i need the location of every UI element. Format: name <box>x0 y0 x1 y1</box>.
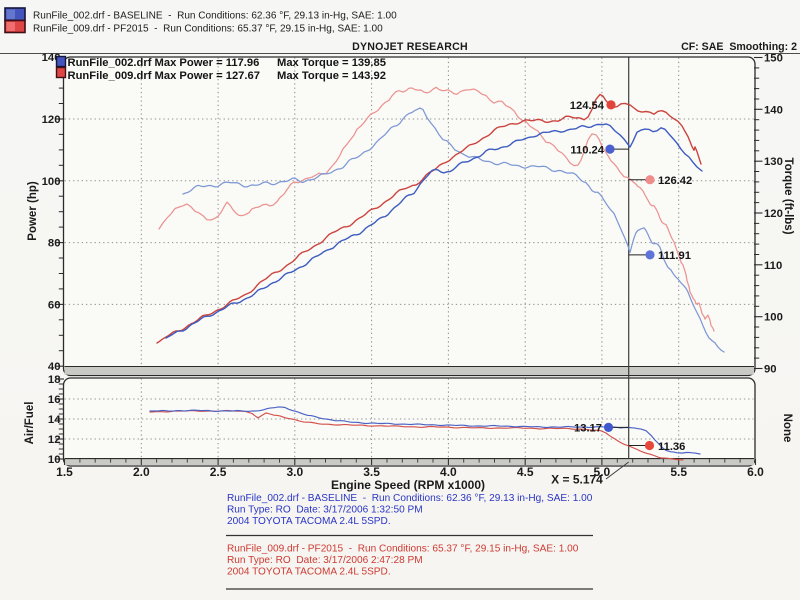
svg-text:18: 18 <box>48 374 61 386</box>
svg-text:5.0: 5.0 <box>594 465 611 479</box>
svg-text:140: 140 <box>764 104 783 116</box>
svg-text:14: 14 <box>48 414 61 426</box>
svg-text:Power (hp): Power (hp) <box>27 181 39 241</box>
svg-text:4.0: 4.0 <box>440 465 457 479</box>
svg-text:DYNOJET RESEARCH: DYNOJET RESEARCH <box>352 41 468 53</box>
svg-text:Max Torque = 143.92: Max Torque = 143.92 <box>277 70 386 82</box>
svg-text:111.91: 111.91 <box>658 250 691 262</box>
svg-text:Engine Speed (RPM x1000): Engine Speed (RPM x1000) <box>331 478 485 492</box>
svg-text:2004 TOYOTA TACOMA 2.4L 5SPD.: 2004 TOYOTA TACOMA 2.4L 5SPD. <box>227 516 391 527</box>
svg-text:3.5: 3.5 <box>363 465 380 479</box>
svg-text:130: 130 <box>764 156 783 168</box>
svg-text:13.17: 13.17 <box>574 423 602 435</box>
svg-text:10: 10 <box>48 454 61 466</box>
svg-text:Run Type: RO Date: 3/17/2006: Run Type: RO Date: 3/17/2006 1:32:50 PM <box>227 505 423 516</box>
svg-text:110.24: 110.24 <box>570 144 604 156</box>
svg-text:RunFile_002.drf - BASELINE -: RunFile_002.drf - BASELINE - Run Conditi… <box>227 493 593 504</box>
svg-text:100: 100 <box>764 312 783 324</box>
svg-text:5.5: 5.5 <box>670 465 687 479</box>
svg-text:4.5: 4.5 <box>517 465 534 479</box>
svg-text:RunFile_002.drf - BASELINE -: RunFile_002.drf - BASELINE - Run Conditi… <box>33 11 397 22</box>
svg-text:RunFile_002.drf Max Power = 11: RunFile_002.drf Max Power = 117.96 <box>68 57 260 69</box>
svg-text:90: 90 <box>764 364 777 376</box>
svg-text:RunFile_009.drf Max Power = 12: RunFile_009.drf Max Power = 127.67 <box>68 70 260 82</box>
svg-text:RunFile_009.drf - PF2015 - R: RunFile_009.drf - PF2015 - Run Condition… <box>33 24 383 35</box>
svg-text:X = 5.174: X = 5.174 <box>551 473 603 487</box>
svg-text:80: 80 <box>48 238 61 250</box>
svg-text:16: 16 <box>48 394 61 406</box>
svg-text:2.0: 2.0 <box>133 465 150 479</box>
svg-text:Torque (ft-lbs): Torque (ft-lbs) <box>782 157 794 234</box>
svg-text:150: 150 <box>764 53 783 65</box>
svg-text:6.0: 6.0 <box>747 465 764 479</box>
svg-text:3.0: 3.0 <box>286 465 303 479</box>
svg-text:40: 40 <box>48 361 61 373</box>
svg-text:12: 12 <box>48 434 61 446</box>
svg-text:126.42: 126.42 <box>658 175 692 187</box>
svg-text:120: 120 <box>764 208 783 220</box>
svg-text:60: 60 <box>48 299 61 311</box>
svg-text:140: 140 <box>42 52 61 64</box>
svg-text:CF: SAE Smoothing: 2: CF: SAE Smoothing: 2 <box>681 41 797 53</box>
svg-text:Max Torque = 139.85: Max Torque = 139.85 <box>277 57 386 69</box>
svg-text:Run Type: RO Date: 3/17/2006: Run Type: RO Date: 3/17/2006 2:47:28 PM <box>227 555 423 566</box>
svg-text:124.54: 124.54 <box>570 100 605 112</box>
svg-text:Air/Fuel: Air/Fuel <box>24 402 36 445</box>
svg-text:11.36: 11.36 <box>658 441 685 453</box>
svg-text:1.5: 1.5 <box>56 465 73 479</box>
svg-text:2.5: 2.5 <box>210 465 227 479</box>
svg-text:120: 120 <box>42 114 61 126</box>
svg-text:RunFile_009.drf - PF2015 - R: RunFile_009.drf - PF2015 - Run Condition… <box>227 544 579 555</box>
svg-text:None: None <box>781 414 793 443</box>
svg-text:2004 TOYOTA TACOMA 2.4L 5SPD.: 2004 TOYOTA TACOMA 2.4L 5SPD. <box>227 567 391 578</box>
svg-text:110: 110 <box>764 260 782 272</box>
svg-text:100: 100 <box>42 176 61 188</box>
